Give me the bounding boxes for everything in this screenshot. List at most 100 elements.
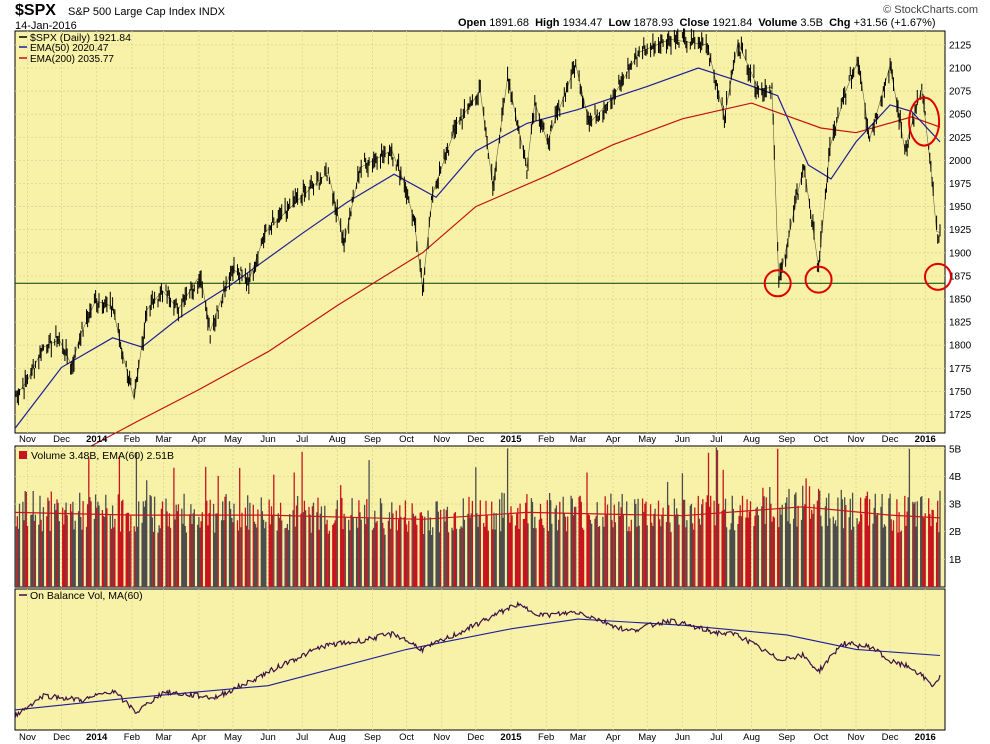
x-tick-label: Aug <box>329 434 346 445</box>
y-tick-label: 1725 <box>949 410 972 421</box>
price-panel <box>14 30 946 434</box>
exchange-code: INDX <box>198 6 225 18</box>
price-y-axis: 1725 1750 1775 1800 1825 1850 1875 1900 1925 1950… <box>949 40 972 421</box>
open-value: 1891.68 <box>489 17 529 29</box>
x-tick-label: Oct <box>399 732 414 743</box>
annotation-circle <box>924 262 952 291</box>
x-tick-label: Sep <box>364 732 381 743</box>
x-tick-label: Nov <box>19 732 36 743</box>
x-tick-label: Feb <box>538 434 554 445</box>
annotation-circle <box>804 265 833 294</box>
x-tick-label: 2015 <box>500 434 522 445</box>
volume-value: 3.5B <box>800 17 823 29</box>
legend-volume: Volume 3.48B, EMA(60) 2.51B <box>31 450 174 462</box>
y-tick-label: 2125 <box>949 40 972 51</box>
x-tick-label: Jul <box>296 434 308 445</box>
obv-line <box>14 600 941 719</box>
x-tick-label: Dec <box>53 732 70 743</box>
x-tick-label: Nov <box>433 732 450 743</box>
y-tick-label: 1950 <box>949 202 972 213</box>
x-tick-label: Jul <box>710 434 722 445</box>
x-tick-label: Sep <box>778 732 795 743</box>
y-tick-label: 1900 <box>949 248 972 259</box>
x-tick-label: Nov <box>848 434 865 445</box>
y-tick-label: 3B <box>949 500 962 511</box>
x-tick-label: Feb <box>538 732 554 743</box>
volume-down-bars <box>16 448 939 587</box>
volume-label: Volume <box>758 17 798 29</box>
x-tick-label: May <box>224 732 242 743</box>
close-value: 1921.84 <box>712 17 753 29</box>
low-value: 1878.93 <box>633 17 674 29</box>
y-tick-label: 2000 <box>949 156 972 167</box>
quote-bar: Open 1891.68 High 1934.47 Low 1878.93 Cl… <box>458 17 936 29</box>
y-tick-label: 2025 <box>949 133 972 144</box>
high-label: High <box>535 17 560 29</box>
legend-ema50: EMA(50) 2020.47 <box>30 43 109 54</box>
x-tick-label: Mar <box>155 732 171 743</box>
volume-ema60-line <box>14 506 941 520</box>
x-tick-label: Feb <box>124 732 140 743</box>
x-tick-label: 2015 <box>500 732 522 743</box>
y-tick-label: 1850 <box>949 295 972 306</box>
y-tick-label: 1975 <box>949 179 972 190</box>
obv-grid <box>27 589 926 730</box>
x-tick-label: Mar <box>570 732 586 743</box>
volume-bars <box>14 447 941 587</box>
x-tick-label: Dec <box>882 434 899 445</box>
y-tick-label: 1875 <box>949 271 972 282</box>
x-tick-label: Oct <box>813 434 828 445</box>
chart-date: 14-Jan-2016 <box>15 20 77 32</box>
x-tick-label: Jun <box>675 732 690 743</box>
y-tick-label: 2B <box>949 527 962 538</box>
obv-legend: On Balance Vol, MA(60) <box>19 590 143 602</box>
index-name: S&P 500 Large Cap Index <box>68 6 196 18</box>
ema50-line <box>14 67 941 429</box>
x-tick-label: 2016 <box>915 732 936 743</box>
chg-value: +31.56 (+1.67%) <box>853 17 936 29</box>
x-tick-label: 2016 <box>915 434 936 445</box>
x-tick-label: May <box>224 434 242 445</box>
close-label: Close <box>679 17 710 29</box>
x-tick-label: Feb <box>124 434 140 445</box>
x-tick-label: Jun <box>260 732 275 743</box>
price-legend: $SPX (Daily) 1921.84 EMA(50) 2020.47 EMA… <box>19 32 131 65</box>
volume-y-axis: 1B 2B 3B 4B 5B <box>949 444 962 566</box>
x-tick-label: Dec <box>53 434 70 445</box>
volume-up-bars <box>14 447 941 587</box>
annotation-circle <box>763 269 792 298</box>
x-tick-label: May <box>638 434 656 445</box>
y-tick-label: 1750 <box>949 387 972 398</box>
x-tick-label: Aug <box>743 732 760 743</box>
obv-lines <box>14 600 941 719</box>
x-tick-label: Dec <box>882 732 899 743</box>
annotations <box>763 96 952 298</box>
obv-x-axis: Nov Dec 2014 Feb Mar Apr May Jun Jul Aug Sep Oct Nov… <box>19 732 936 743</box>
x-tick-label: Apr <box>606 732 621 743</box>
price-x-axis: Nov Dec 2014 Feb Mar Apr May Jun Jul Aug Sep Oct Nov… <box>19 434 936 445</box>
x-tick-label: 2014 <box>86 732 108 743</box>
ema200-line <box>14 102 941 488</box>
x-tick-label: Nov <box>848 732 865 743</box>
y-tick-label: 1800 <box>949 341 972 352</box>
low-label: Low <box>608 17 631 29</box>
x-tick-label: May <box>638 732 656 743</box>
high-value: 1934.47 <box>562 17 603 29</box>
x-tick-label: Aug <box>329 732 346 743</box>
x-tick-label: Mar <box>570 434 586 445</box>
x-tick-label: Apr <box>606 434 621 445</box>
y-tick-label: 4B <box>949 472 962 483</box>
brand-watermark: © StockCharts.com <box>883 4 978 16</box>
price-line <box>14 38 941 400</box>
x-tick-label: Dec <box>467 434 484 445</box>
volume-legend: Volume 3.48B, EMA(60) 2.51B <box>19 450 174 462</box>
y-tick-label: 1775 <box>949 364 972 375</box>
y-tick-label: 1925 <box>949 225 972 236</box>
x-tick-label: Mar <box>155 434 171 445</box>
y-tick-label: 2075 <box>949 87 972 98</box>
x-tick-label: Nov <box>433 434 450 445</box>
x-tick-label: Sep <box>778 434 795 445</box>
legend-ema200: EMA(200) 2035.77 <box>30 54 114 65</box>
obv-panel <box>14 588 946 731</box>
